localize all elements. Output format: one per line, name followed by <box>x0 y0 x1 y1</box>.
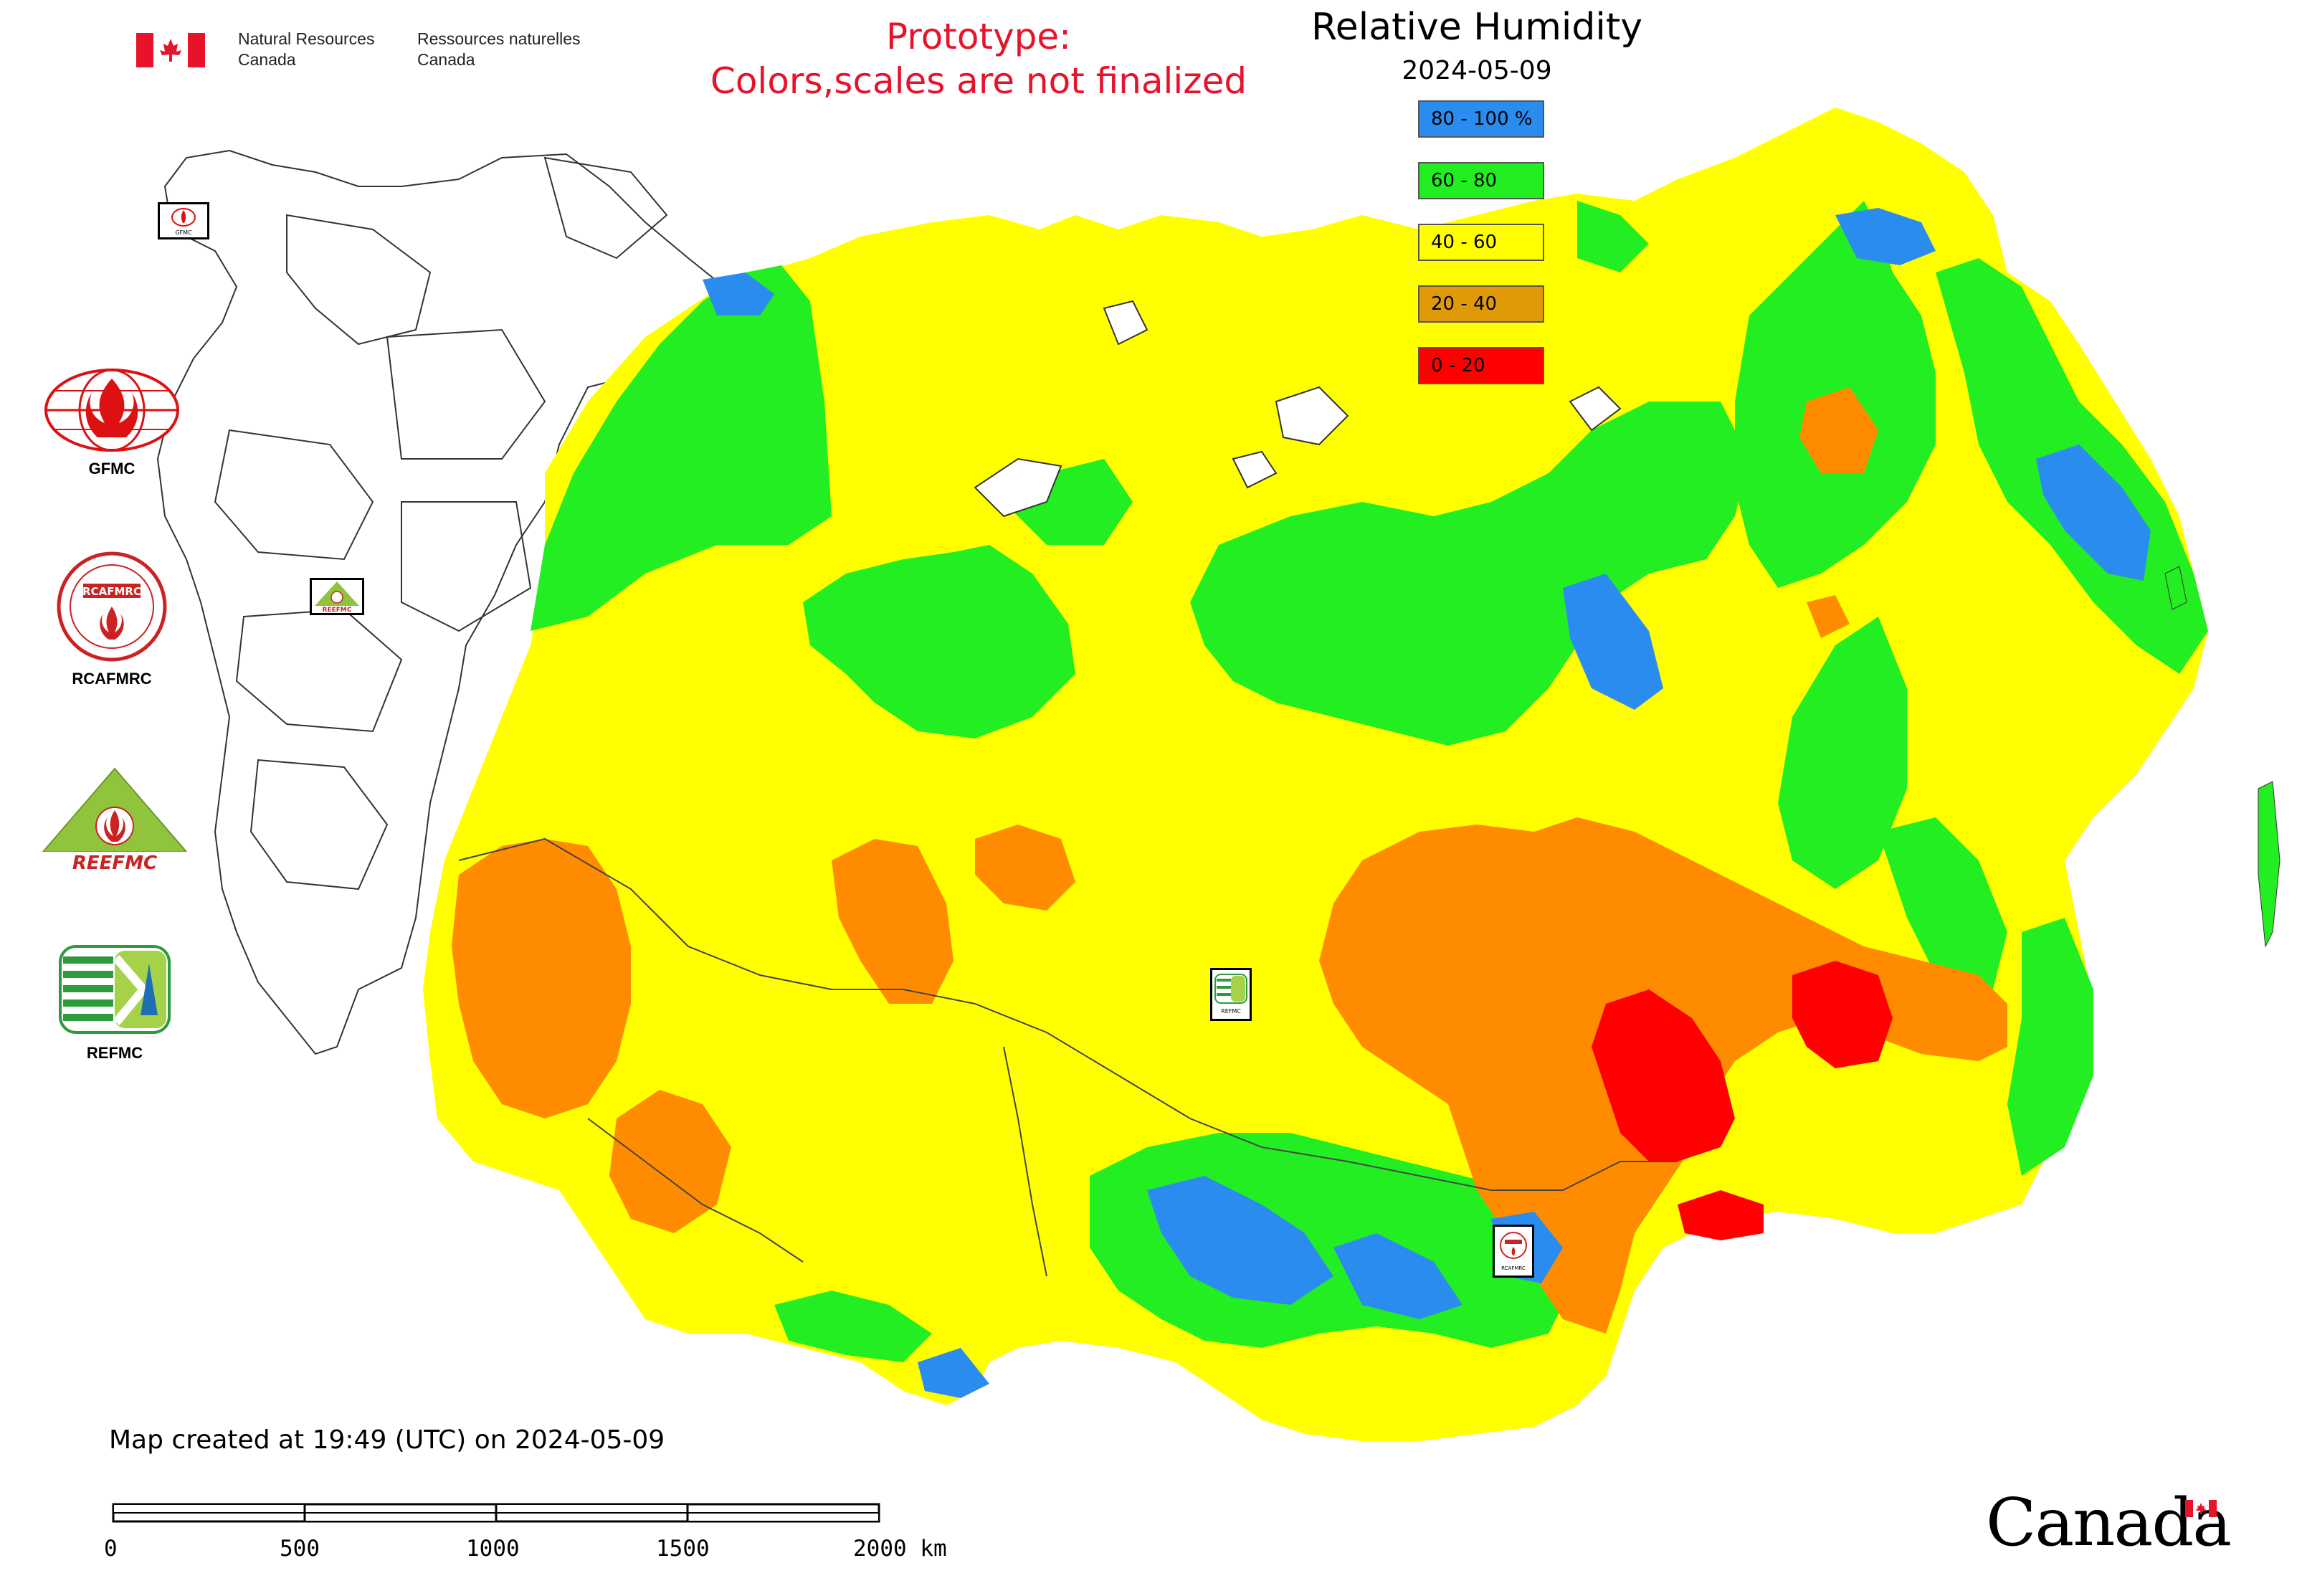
map-date: 2024-05-09 <box>1402 56 1552 85</box>
reefmc-mini-icon: REEFMC <box>315 581 359 614</box>
canada-wordmark-text: Canada <box>1986 1484 2232 1561</box>
refmc-label: REFMC <box>86 1044 143 1062</box>
scale-label-2000: 2000 km <box>853 1536 947 1562</box>
pacific-islands <box>2164 566 2280 948</box>
gfmc-location-marker[interactable]: GFMC <box>158 202 209 239</box>
refmc-sigma-icon <box>59 945 171 1034</box>
refmc-mini-label: REFMC <box>1221 1008 1241 1015</box>
scale-label-1500: 1500 <box>656 1536 710 1562</box>
legend-item-20-40: 20 - 40 <box>1418 285 1544 323</box>
canada-wordmark: Canada <box>1986 1484 2232 1570</box>
reefmc-logo[interactable]: REEFMC <box>36 767 194 875</box>
svg-text:RCAFMRC: RCAFMRC <box>82 585 141 598</box>
prototype-line2: Colors,scales are not finalized <box>710 60 1247 102</box>
country-borders <box>458 837 1678 1277</box>
map-created-text: Map created at 19:49 (UTC) on 2024-05-09 <box>109 1425 665 1455</box>
scale-label-0: 0 <box>104 1536 118 1562</box>
gfmc-label: GFMC <box>88 460 135 478</box>
canada-wordmark-flag-icon <box>2185 1500 2217 1517</box>
gfmc-mini-icon: GFMC <box>171 208 196 236</box>
legend: 80 - 100 % 60 - 80 40 - 60 20 - 40 0 - 2… <box>1418 100 1544 387</box>
gfmc-globe-icon <box>44 369 179 452</box>
arctic-islands <box>974 300 1622 518</box>
legend-item-80-100: 80 - 100 % <box>1418 100 1544 138</box>
rcafmrc-location-marker[interactable]: RCAFMRC <box>1493 1225 1534 1278</box>
prototype-line1: Prototype: <box>885 16 1072 57</box>
scale-bar-graphic <box>112 1503 880 1523</box>
legend-item-0-20: 0 - 20 <box>1418 347 1544 384</box>
refmc-location-marker[interactable]: REFMC <box>1210 968 1252 1021</box>
rcafmrc-label: RCAFMRC <box>72 670 152 688</box>
svg-text:REEFMC: REEFMC <box>72 852 157 874</box>
rcafmrc-mini-icon: RCAFMRC <box>1500 1232 1527 1271</box>
refmc-mini-icon: REFMC <box>1214 974 1247 1015</box>
agency-name-en: Natural Resources Canada <box>238 29 375 69</box>
agency-name-fr: Ressources naturelles Canada <box>417 29 581 69</box>
reefmc-location-marker[interactable]: REEFMC <box>310 578 364 615</box>
rh-0-20-region <box>1592 961 1893 1240</box>
legend-item-40-60: 40 - 60 <box>1418 224 1544 261</box>
rcafmrc-seal-icon: RCAFMRC <box>57 551 167 662</box>
scale-label-500: 500 <box>280 1536 320 1562</box>
gfmc-logo[interactable]: GFMC <box>40 366 184 478</box>
rh-80-100-region <box>703 208 2151 1398</box>
rh-20-40-region <box>452 387 2007 1334</box>
rcafmrc-logo[interactable]: RCAFMRC RCAFMRC <box>40 549 184 693</box>
scale-bar <box>112 1503 883 1524</box>
prototype-notice: Prototype: Colors,scales are not finaliz… <box>645 14 1312 103</box>
reefmc-mini-label: REEFMC <box>323 607 352 613</box>
legend-item-60-80: 60 - 80 <box>1418 162 1544 199</box>
refmc-logo[interactable]: REFMC <box>57 944 201 1087</box>
map-title: Relative Humidity <box>1311 6 1642 49</box>
reefmc-triangle-icon: REEFMC <box>40 767 189 874</box>
rcafmrc-mini-label: RCAFMRC <box>1501 1265 1526 1271</box>
scale-label-1000: 1000 <box>466 1536 520 1562</box>
canada-flag-icon <box>136 33 205 67</box>
gfmc-mini-label: GFMC <box>175 229 192 236</box>
